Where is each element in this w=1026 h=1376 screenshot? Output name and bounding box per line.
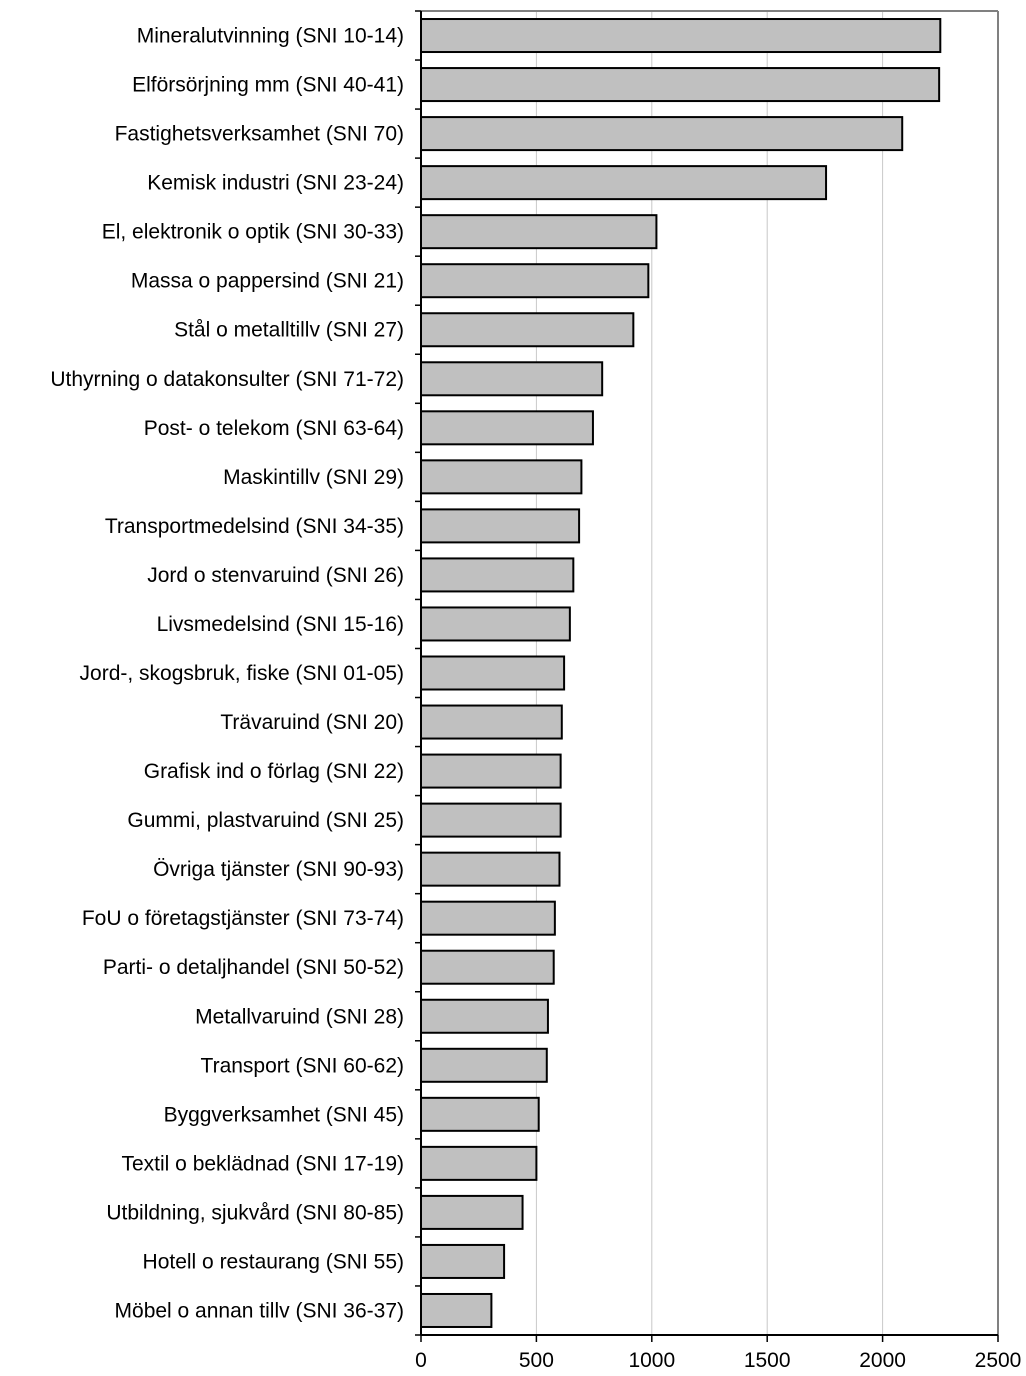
x-tick-label: 0 <box>415 1349 427 1372</box>
bar <box>420 116 904 152</box>
category-label: Post- o telekom (SNI 63-64) <box>144 417 404 440</box>
category-label: Elförsörjning mm (SNI 40-41) <box>132 74 404 97</box>
bar <box>420 263 650 299</box>
bar <box>420 704 563 740</box>
bar <box>420 753 562 789</box>
bar <box>420 312 635 348</box>
bar <box>420 802 562 838</box>
category-label: Utbildning, sjukvård (SNI 80-85) <box>106 1201 404 1224</box>
x-tick-label: 500 <box>519 1349 554 1372</box>
bar <box>420 1096 540 1132</box>
bar <box>420 508 581 544</box>
category-label: Övriga tjänster (SNI 90-93) <box>153 858 404 881</box>
bar <box>420 214 658 250</box>
category-label: Uthyrning o datakonsulter (SNI 71-72) <box>50 368 404 391</box>
category-label: FoU o företagstjänster (SNI 73-74) <box>82 907 404 930</box>
bar <box>420 165 828 201</box>
category-label: Metallvaruind (SNI 28) <box>195 1005 404 1028</box>
category-label: Parti- o detaljhandel (SNI 50-52) <box>103 956 404 979</box>
category-label: Trävaruind (SNI 20) <box>220 711 404 734</box>
grid-lines <box>535 11 999 1335</box>
category-label: Jord-, skogsbruk, fiske (SNI 01-05) <box>80 662 404 685</box>
category-label: Stål o metalltillv (SNI 27) <box>174 319 404 342</box>
category-label: Hotell o restaurang (SNI 55) <box>143 1250 404 1273</box>
x-tick-labels: 0 500 1000 1500 2000 2500 <box>415 1349 1021 1372</box>
bar <box>420 1292 493 1328</box>
bar <box>420 900 556 936</box>
bar <box>420 949 555 985</box>
category-label: Grafisk ind o förlag (SNI 22) <box>144 760 404 783</box>
x-tick-label: 2000 <box>859 1349 906 1372</box>
category-label: El, elektronik o optik (SNI 30-33) <box>102 221 404 244</box>
category-label: Möbel o annan tillv (SNI 36-37) <box>115 1299 404 1322</box>
category-label: Fastighetsverksamhet (SNI 70) <box>115 123 404 146</box>
category-labels: Mineralutvinning (SNI 10-14) Elförsörjnin… <box>50 25 404 1323</box>
category-label: Gummi, plastvaruind (SNI 25) <box>127 809 404 832</box>
bar <box>420 1243 506 1279</box>
axes <box>415 10 999 1342</box>
bar <box>420 851 561 887</box>
bar <box>420 459 583 495</box>
bar <box>420 557 575 593</box>
category-label: Transportmedelsind (SNI 34-35) <box>105 515 404 538</box>
category-label: Kemisk industri (SNI 23-24) <box>147 172 404 195</box>
bar <box>420 998 549 1034</box>
bar <box>420 655 566 691</box>
bar <box>420 606 571 642</box>
x-tick-label: 2500 <box>975 1349 1022 1372</box>
category-label: Maskintillv (SNI 29) <box>223 466 404 489</box>
bar <box>420 1194 524 1230</box>
category-label: Byggverksamhet (SNI 45) <box>164 1103 404 1126</box>
category-label: Massa o pappersind (SNI 21) <box>131 270 404 293</box>
bar <box>420 67 941 103</box>
category-label: Mineralutvinning (SNI 10-14) <box>137 25 404 48</box>
category-label: Textil o beklädnad (SNI 17-19) <box>122 1152 405 1175</box>
bars <box>420 18 942 1328</box>
category-label: Jord o stenvaruind (SNI 26) <box>147 564 404 587</box>
category-label: Livsmedelsind (SNI 15-16) <box>157 613 404 636</box>
bar <box>420 18 942 54</box>
bar <box>420 1145 538 1181</box>
x-tick-label: 1500 <box>744 1349 791 1372</box>
bar <box>420 361 604 397</box>
category-label: Transport (SNI 60-62) <box>201 1054 404 1077</box>
bar <box>420 1047 548 1083</box>
x-tick-label: 1000 <box>628 1349 675 1372</box>
bar <box>420 410 594 446</box>
